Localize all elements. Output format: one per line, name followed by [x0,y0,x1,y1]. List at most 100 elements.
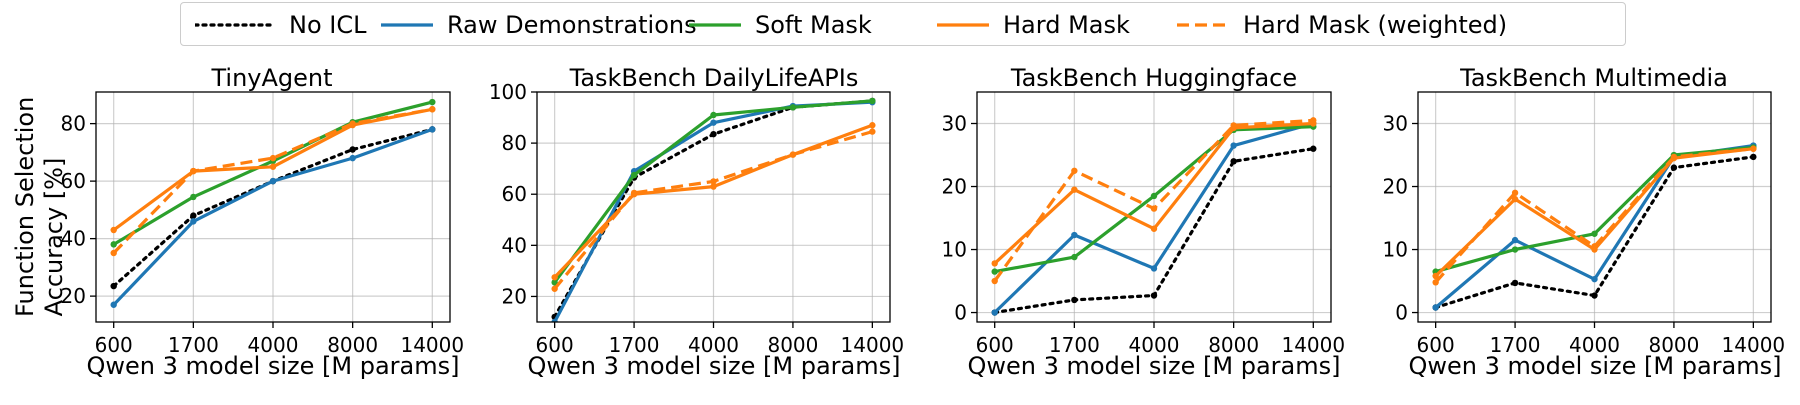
y-tick-label: 80 [61,112,86,136]
y-tick-label: 40 [502,233,527,257]
legend-item-no-icl: No ICL [195,3,366,47]
y-tick-label: 60 [61,169,86,193]
data-point [710,111,717,119]
chart-panel-taskbench-huggingface: 600 1700 4000 8000 14000 0 10 20 30 [942,91,1345,357]
chart-panel-taskbench-multimedia: 600 1700 4000 8000 14000 0 10 20 30 [1383,91,1786,357]
data-point [1511,189,1519,197]
panel-title-tinyagent: TinyAgent [211,64,333,92]
data-point [869,122,876,129]
data-point [110,282,117,290]
data-point [1071,296,1078,304]
legend-label-hard: Hard Mask [1003,11,1130,39]
data-point [630,189,638,197]
panel-title-dailylifeapis: TaskBench DailyLifeAPIs [569,64,859,92]
y-tick-label: 100 [489,80,527,104]
data-point [991,260,998,267]
panel-title-huggingface: TaskBench Huggingface [1010,64,1298,92]
legend-line-no-icl-icon [195,23,275,27]
legend-item-soft: Soft Mask [689,3,872,47]
data-point [1230,122,1237,129]
data-point [1150,192,1158,200]
x-tick-label: 1700 [1049,333,1100,357]
x-tick-label: 4000 [248,333,299,357]
data-point [710,130,717,138]
data-point [991,309,998,316]
data-point [1150,292,1158,299]
y-tick-label: 20 [942,175,967,199]
data-point [1432,272,1439,280]
data-point [1230,158,1237,165]
data-point [349,146,356,153]
data-point [269,177,277,185]
series-hard-mask-weighted-tinyagent [110,106,436,257]
data-point [1511,195,1519,203]
data-point [429,106,436,113]
series-line [1434,147,1754,284]
legend-line-raw-icon [381,23,433,27]
data-point [869,97,876,105]
data-point [710,119,717,126]
panel-title-multimedia: TaskBench Multimedia [1460,64,1728,92]
data-point [1071,231,1078,239]
series-raw-demonstrations-tinyagent [110,126,436,308]
y-axis-label-line1: Function Selection [11,96,39,317]
data-point [710,178,717,185]
data-point [551,274,558,281]
series-hard-mask-weighted-taskbench-dailylifeapis [551,128,876,292]
data-point [551,318,558,322]
y-tick-label: 20 [61,284,86,308]
x-tick-label: 1700 [168,333,219,357]
data-point [1591,275,1598,283]
x-tick-label: 600 [976,333,1014,357]
legend-item-raw: Raw Demonstrations [381,3,697,47]
x-tick-label: 14000 [1722,333,1786,357]
data-point [1511,246,1519,253]
y-tick-label: 20 [1383,175,1408,199]
x-tick-label: 14000 [841,333,905,357]
data-point [1511,279,1519,287]
series-no-icl-taskbench-huggingface [991,145,1317,316]
y-tick-label: 40 [61,227,86,251]
x-axis-label-huggingface: Qwen 3 model size [M params] [967,352,1341,380]
data-point [190,218,197,225]
data-point [349,120,356,127]
data-point [789,104,797,111]
data-point [1150,225,1158,232]
data-point [1750,153,1757,161]
x-tick-label: 600 [1417,333,1455,357]
series-line [112,107,433,255]
data-point [1071,253,1078,261]
x-tick-label: 1700 [1490,333,1541,357]
y-tick-label: 10 [942,238,967,262]
data-point [110,249,117,257]
x-tick-label: 4000 [1129,333,1180,357]
x-tick-label: 8000 [1208,333,1259,357]
y-axis-label: Function Selection Accuracy [%] [11,96,69,317]
legend-line-hard-weighted-icon [1177,23,1229,27]
legend-line-soft-icon [689,23,741,27]
y-tick-label: 0 [1395,301,1408,325]
data-point [429,126,436,133]
legend-line-hard-icon [937,23,989,27]
x-tick-label: 14000 [1281,333,1345,357]
y-tick-label: 30 [942,112,967,136]
x-tick-label: 8000 [1648,333,1699,357]
data-point [1670,153,1678,161]
data-point [1230,142,1237,149]
x-axis-label-dailylifeapis: Qwen 3 model size [M params] [527,352,901,380]
data-point [1591,292,1598,299]
legend-label-hard-weighted: Hard Mask (weighted) [1243,11,1508,39]
series-soft-mask-taskbench-huggingface [991,123,1317,275]
data-point [789,151,797,158]
data-point [1591,230,1598,237]
data-point [349,154,356,162]
data-point [710,183,717,190]
data-point [1150,265,1158,272]
data-point [551,279,558,286]
data-point [190,212,197,219]
data-point [110,226,117,234]
x-tick-label: 8000 [767,333,818,357]
data-point [1591,243,1598,250]
x-axis-label-multimedia: Qwen 3 model size [M params] [1408,352,1782,380]
data-point [269,154,277,162]
